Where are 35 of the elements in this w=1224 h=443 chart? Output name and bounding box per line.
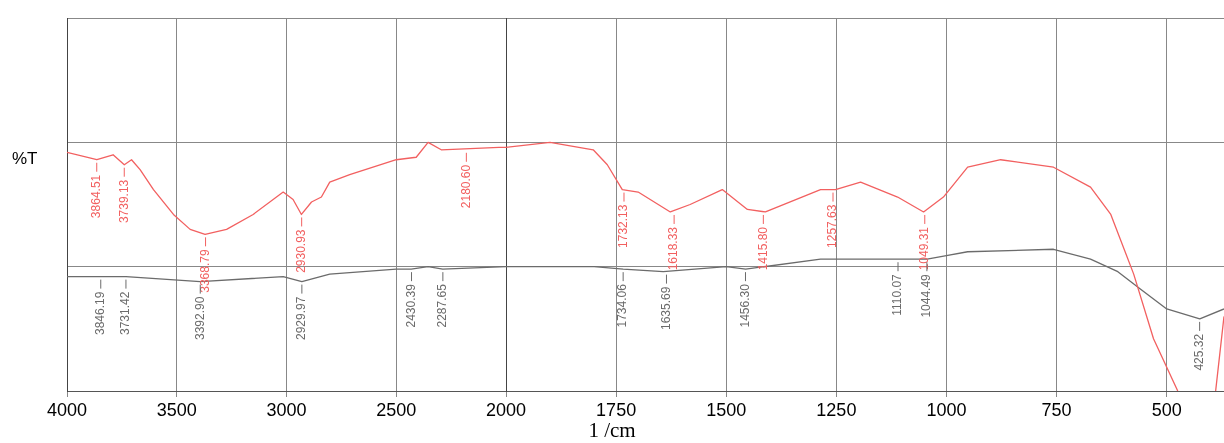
annotation: 1257.63 xyxy=(825,204,840,248)
annotation: 3739.13 xyxy=(116,179,131,224)
x-tick-label: 2500 xyxy=(376,399,417,420)
x-tick-label: 1750 xyxy=(596,399,637,420)
annotation: 1618.33 xyxy=(666,226,681,271)
annotation: 2930.93 xyxy=(293,229,308,273)
x-tick-label: 1500 xyxy=(706,399,747,420)
x-tick-label: 3500 xyxy=(156,399,197,420)
annotation: 1732.13 xyxy=(616,204,631,248)
annotation: 1049.31 xyxy=(917,226,932,271)
annotation: 1635.69 xyxy=(658,286,673,331)
annotation: 425.32 xyxy=(1191,333,1206,371)
x-tick-label: 1250 xyxy=(816,399,857,420)
annotation: 3864.51 xyxy=(89,174,104,219)
annotation: 1044.49 xyxy=(919,273,934,318)
x-axis-title: 1 /cm xyxy=(587,418,637,443)
y-axis-title: %T xyxy=(12,149,38,169)
x-tick-label: 4000 xyxy=(46,399,88,420)
annotation: 3731.42 xyxy=(118,291,133,335)
annotation: 2180.60 xyxy=(458,164,473,209)
x-tick-label: 750 xyxy=(1041,399,1072,420)
x-tick-label: 500 xyxy=(1151,399,1182,420)
annotation: 2430.39 xyxy=(403,283,418,328)
annotation: 2929.97 xyxy=(294,296,309,340)
annotation: 3368.79 xyxy=(197,249,212,293)
annotation: 1456.30 xyxy=(737,283,752,328)
annotation: 3846.19 xyxy=(93,291,108,335)
annotation: 1110.07 xyxy=(890,273,905,316)
x-tick-label: 2000 xyxy=(485,399,527,420)
annotation: 3392.90 xyxy=(192,296,207,340)
x-tick-label: 3000 xyxy=(266,399,307,420)
annotation: 2287.65 xyxy=(435,283,450,328)
annotation: 1734.06 xyxy=(615,283,630,328)
annotation: 1415.80 xyxy=(755,226,770,271)
x-tick-label: 1000 xyxy=(926,399,967,420)
